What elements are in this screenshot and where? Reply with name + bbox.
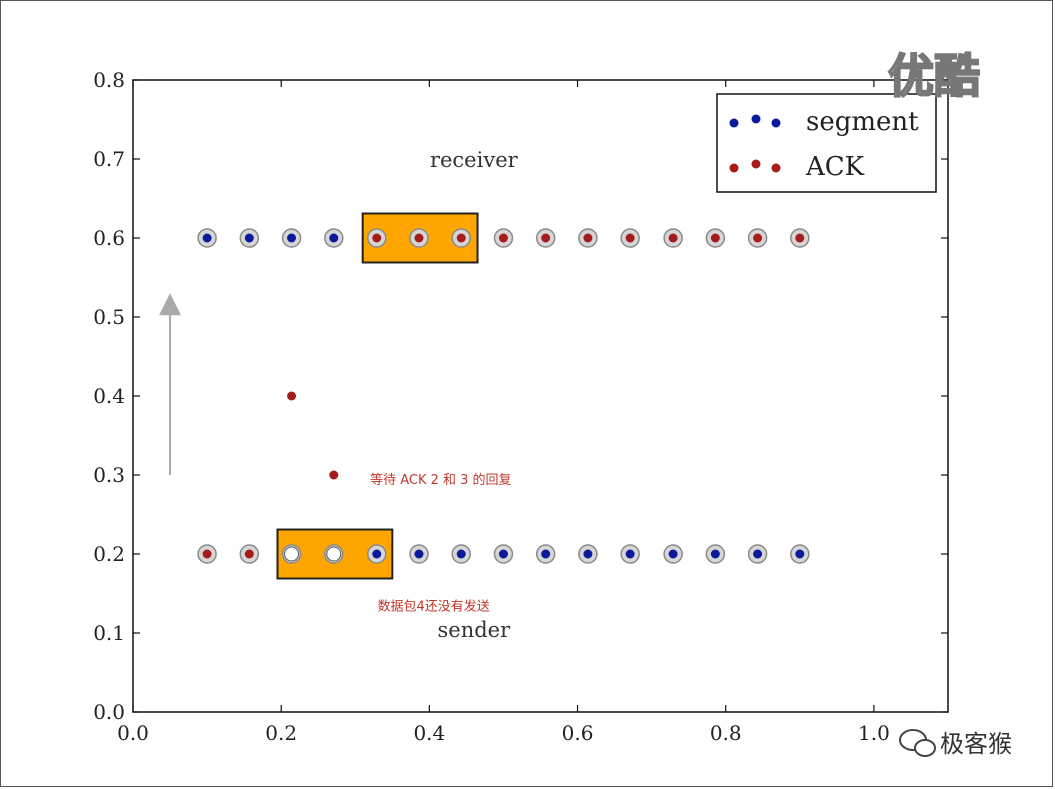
segment-point: [498, 549, 508, 559]
annotation: 等待 ACK 2 和 3 的回复: [370, 472, 511, 488]
data-points: [159, 228, 810, 564]
axis-ticks: 0.0 0.2 0.4 0.6 0.8 1.0 0.0 0.1 0.2 0.3 0.4 0.5 0.6 0…: [93, 68, 948, 745]
ack-point: [372, 233, 382, 243]
unsent-segment-point: [284, 546, 300, 562]
ack-point: [329, 470, 339, 480]
y-tick-label: 0.8: [93, 68, 125, 92]
wechat-icon: [899, 729, 936, 757]
legend-label: segment: [806, 107, 919, 137]
y-tick-label: 0.0: [93, 700, 125, 724]
ack-point: [244, 549, 254, 559]
annotation: 数据包4还没有发送: [378, 598, 490, 614]
segment-point: [414, 549, 424, 559]
legend-marker: [729, 118, 739, 128]
ack-point: [625, 233, 635, 243]
legend-marker: [771, 118, 781, 128]
segment-point: [244, 233, 254, 243]
ack-point: [498, 233, 508, 243]
legend-label: ACK: [805, 152, 865, 182]
ack-point: [414, 233, 424, 243]
ack-point: [456, 233, 466, 243]
ack-point: [541, 233, 551, 243]
legend-box: [716, 93, 937, 193]
direction-arrow-head: [159, 293, 182, 316]
unsent-segment-point: [326, 546, 342, 562]
ack-point: [202, 549, 212, 559]
y-tick-label: 0.4: [93, 384, 125, 408]
ack-point: [287, 391, 297, 401]
segment-point: [456, 549, 466, 559]
y-tick-label: 0.2: [93, 542, 125, 566]
watermark-top-right: 优酷: [888, 49, 980, 103]
y-tick-label: 0.7: [93, 147, 125, 171]
sender-label: sender: [437, 618, 511, 642]
window-boxes: [276, 212, 479, 580]
segment-point: [287, 233, 297, 243]
segment-point: [372, 549, 382, 559]
ack-point: [668, 233, 678, 243]
x-tick-label: 1.0: [858, 721, 890, 745]
segment-point: [202, 233, 212, 243]
y-tick-label: 0.5: [93, 305, 125, 329]
legend-marker: [729, 163, 739, 173]
y-tick-label: 0.3: [93, 463, 125, 487]
segment-point: [541, 549, 551, 559]
x-tick-label: 0.4: [413, 721, 445, 745]
segment-point: [583, 549, 593, 559]
legend-marker: [771, 163, 781, 173]
x-tick-label: 0.2: [265, 721, 297, 745]
legend-marker: [751, 159, 761, 169]
segment-point: [795, 549, 805, 559]
y-tick-label: 0.1: [93, 621, 125, 645]
watermark-bottom-right-text: 极客猴: [940, 730, 1012, 758]
legend: segment ACK: [716, 93, 937, 193]
segment-point: [329, 233, 339, 243]
receiver-label: receiver: [430, 148, 519, 172]
x-tick-label: 0.6: [562, 721, 594, 745]
y-tick-label: 0.6: [93, 226, 125, 250]
segment-point: [710, 549, 720, 559]
ack-point: [583, 233, 593, 243]
x-tick-label: 0.8: [710, 721, 742, 745]
plot-area-border: [132, 79, 949, 713]
watermark-bottom-right: 极客猴: [899, 729, 1012, 758]
x-tick-label: 0.0: [117, 721, 149, 745]
segment-point: [625, 549, 635, 559]
legend-marker: [751, 114, 761, 124]
ack-point: [710, 233, 720, 243]
segment-point: [668, 549, 678, 559]
ack-point: [753, 233, 763, 243]
ack-point: [795, 233, 805, 243]
segment-point: [753, 549, 763, 559]
